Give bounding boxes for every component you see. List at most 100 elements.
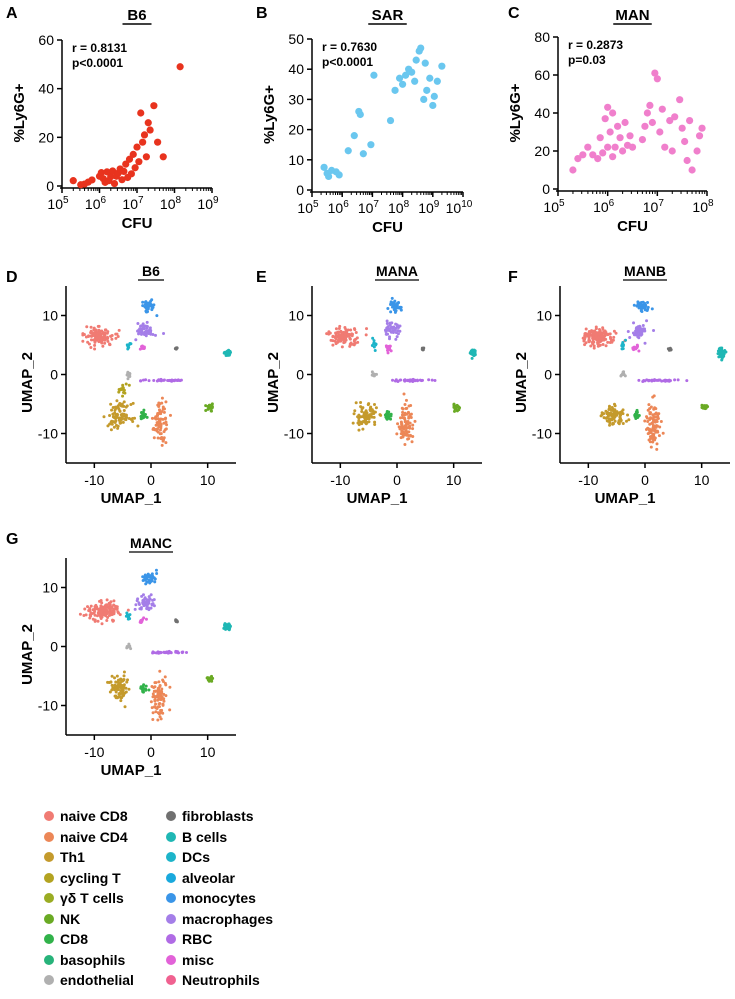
cell-point [121,420,125,424]
cell-point [174,378,178,382]
cell-point [584,327,588,331]
data-point [146,126,154,134]
cell-point [164,694,168,698]
cluster-macrophages [134,320,166,342]
legend-item: B cells [166,827,227,847]
cell-point [405,406,409,410]
cell-point [365,420,369,424]
cell-point [407,404,411,408]
cell-point [685,379,689,383]
y-tick-label: 30 [288,91,304,107]
cluster-macrophages [383,319,402,341]
cell-point [659,420,663,424]
cell-point [611,422,615,426]
data-point [417,44,425,52]
cluster-misc [138,616,148,625]
cell-point [114,332,118,336]
legend-label: NK [60,910,81,927]
cell-point [97,610,101,614]
cell-point [155,572,159,576]
cell-point [156,417,160,421]
cell-point [406,437,410,441]
cell-point [128,613,132,617]
legend-swatch [166,811,176,821]
cell-point [176,378,180,382]
cluster-cd8 [383,409,393,421]
y-tick-label: 50 [288,31,304,47]
cell-point [167,378,171,382]
cell-point [173,347,177,351]
data-point [646,101,654,109]
y-tick-label: 0 [46,178,54,194]
legend-item: Th1 [44,847,85,867]
correlation-r: r = 0.2873 [568,38,623,52]
cluster-th1 [599,402,631,427]
cell-point [150,706,154,710]
legend-swatch [44,954,54,965]
y-axis-label: UMAP_2 [19,624,36,685]
cell-point [398,427,402,431]
cell-point [340,345,344,349]
legend-item: Neutrophils [166,970,260,990]
cell-point [370,408,374,412]
cell-point [361,427,365,431]
cell-point [156,430,160,434]
cell-point [162,410,166,414]
x-tick-label: 107 [358,199,380,216]
cell-point [331,339,335,343]
cell-point [78,612,82,616]
cell-point [156,688,160,692]
cluster-misc [138,344,146,351]
panel-C: C MAN 0 20 40 60 80 105 106 107 108 CFU %Ly6G+ r = 0.… [507,5,714,235]
cell-point [651,434,655,438]
cell-point [156,423,160,427]
data-point [110,179,119,188]
cell-point [385,322,389,326]
x-tick-label: 10 [200,744,216,760]
cell-point [110,408,114,412]
cluster-naive-cd4 [149,669,172,722]
cell-point [651,424,655,428]
legend-item: γδ T cells [44,888,124,908]
cell-point [112,603,116,607]
panel-A: A B6 0 20 40 60 105 106 107 108 109 CFU %Ly6G+ r = 0.… [6,5,219,232]
cell-point [654,425,658,429]
cell-point [157,408,161,412]
cell-point [135,599,139,603]
cell-point [145,331,149,335]
cell-point [151,711,155,715]
cell-point [204,408,208,412]
x-tick-label: 10 [200,472,216,488]
cell-point [141,690,145,694]
cell-point [204,404,208,408]
cell-point [379,413,383,417]
legend-item: cycling T [44,868,121,888]
cell-point [430,378,434,382]
cell-point [390,321,394,325]
cell-point [347,334,351,338]
cluster-monocytes [386,296,403,314]
cell-point [228,625,232,629]
cell-point [159,694,163,698]
cell-point [151,717,155,721]
cell-point [168,413,172,417]
data-point [676,96,684,104]
cell-point [102,335,106,339]
cell-point [152,604,156,608]
legend-item: NK [44,909,80,929]
cell-point [150,576,154,580]
y-tick-label: 20 [534,143,550,159]
panel-title: MANA [376,263,418,279]
panel-letter: D [6,269,18,286]
cell-point [704,406,708,410]
cell-point [637,349,641,353]
cell-point [349,341,353,345]
cell-point [635,328,639,332]
cell-point [720,351,724,355]
cell-point [345,332,349,336]
cell-point [627,418,631,422]
cell-point [152,303,156,307]
cell-type-legend: naive CD8 naive CD4 Th1 cycling T γδ T cells… [44,806,304,996]
cell-point [335,336,339,340]
cluster-cycling-t [117,382,131,398]
